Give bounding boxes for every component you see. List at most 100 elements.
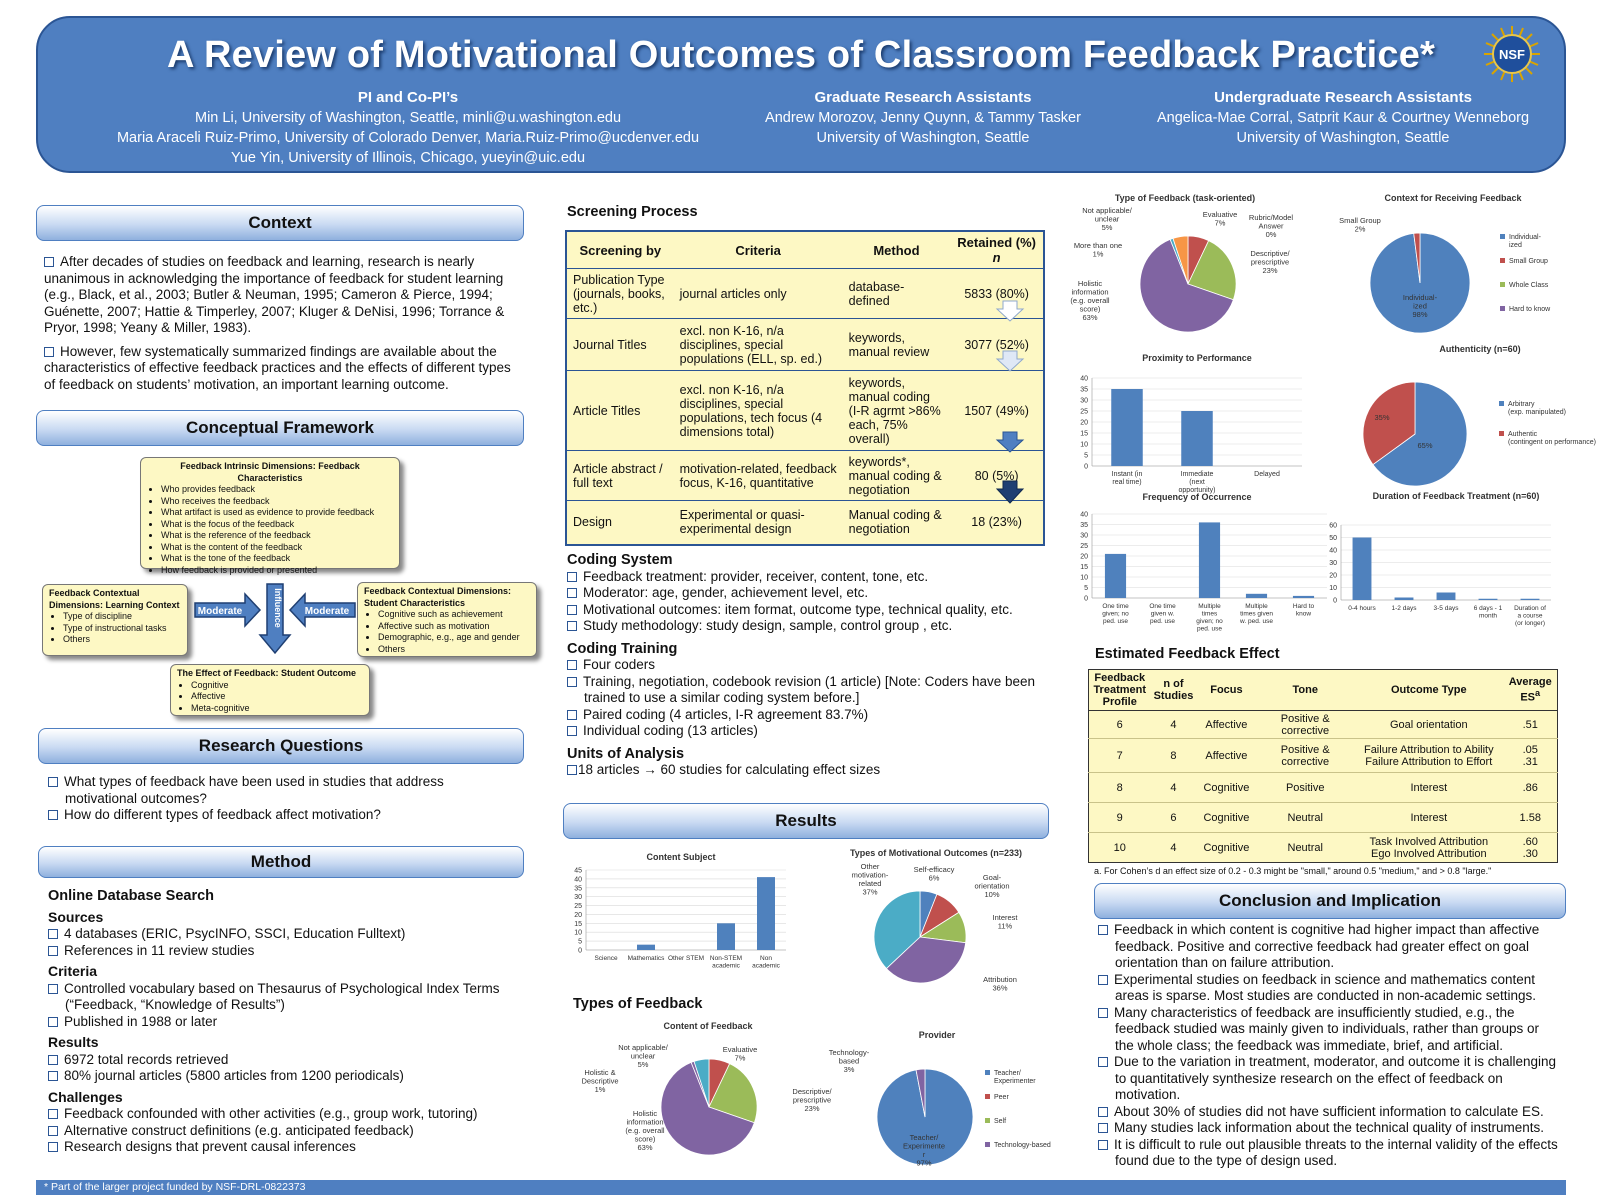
list-item: Meta-cognitive — [191, 703, 363, 715]
learning-context-box: Feedback Contextual Dimensions: Learning… — [42, 584, 188, 656]
list-item: Motivational outcomes: item format, outc… — [583, 601, 1013, 617]
checkbox-bullet-icon — [48, 929, 58, 939]
checkbox-bullet-icon — [48, 983, 58, 994]
table-cell: 9 — [1116, 811, 1123, 824]
checkbox-bullet-icon — [48, 1125, 58, 1136]
table-row: 8 4 Cognitive Positive Interest .86 — [1088, 773, 1558, 803]
text-line: Mathematics — [628, 955, 666, 962]
text-line: Type of Feedback (task-oriented) — [1115, 193, 1255, 203]
list-item: Experimental studies on feedback in scie… — [1114, 971, 1536, 1004]
y-tick-label: 20 — [1080, 420, 1088, 427]
pie-slice — [1362, 381, 1416, 466]
pie-slice — [1187, 240, 1237, 301]
text-line: prescriptive — [1251, 258, 1289, 267]
table-cell: Positive & corrective — [1280, 712, 1330, 737]
text-line: Content Subject — [647, 852, 716, 862]
table-cell: keywords, manual coding (I-R agrmt >86% … — [848, 375, 941, 446]
checkbox-bullet-icon — [48, 1109, 58, 1119]
screening-table: Screening by Criteria Method Retained (%… — [565, 230, 1045, 546]
text-line: More than one — [1074, 241, 1122, 250]
text-line: 5% — [1102, 223, 1113, 232]
y-tick-label: 0 — [1084, 596, 1088, 603]
bar — [1198, 522, 1221, 598]
table-header: Feedback Treatment Profile — [1088, 669, 1151, 711]
list-item: Many studies lack information about the … — [1114, 1120, 1544, 1135]
table-header: Focus — [1196, 669, 1257, 711]
text-line: Technology-based — [994, 1142, 1051, 1149]
checkbox-bullet-icon — [48, 810, 58, 820]
chart-title: Content of Feedback — [663, 1021, 753, 1031]
table-cell: 6 — [1170, 811, 1177, 824]
pie-label: Holistic information (e.g. overall score) 63… — [625, 1109, 665, 1152]
down-arrow-icon — [995, 300, 1025, 322]
table-cell: Positive & corrective — [1280, 743, 1330, 768]
chart-title: Context for Receiving Feedback — [1384, 193, 1522, 203]
text-line: academic — [752, 963, 781, 970]
y-tick-label: 35 — [574, 885, 582, 892]
text-line: 30 — [1329, 560, 1337, 567]
pie-label: Individual-ized 98% — [1403, 293, 1438, 319]
text-line: 23% — [1262, 266, 1277, 275]
text-line: 45 — [574, 868, 582, 875]
text-line: 35 — [1080, 522, 1088, 529]
table-cell: database-defined — [848, 279, 905, 308]
list-item: Who provides feedback — [161, 484, 393, 496]
list-item: References in 11 review studies — [64, 942, 255, 958]
text-line: 23% — [804, 1104, 819, 1113]
table-header: Method — [873, 242, 920, 258]
bar — [1394, 597, 1414, 600]
text-line: times given — [1240, 611, 1273, 618]
legend-label: Self — [994, 1118, 1006, 1125]
bar — [1520, 598, 1540, 600]
pie-label: Not applicable/unclear 5% — [1082, 206, 1133, 232]
challenges-heading: Challenges — [48, 1088, 123, 1105]
checkbox-bullet-icon — [48, 777, 58, 787]
text-line: 0 — [1084, 464, 1088, 471]
text-line: r — [923, 1150, 926, 1159]
effect-heading: Estimated Feedback Effect — [1095, 646, 1280, 662]
pi-line: Yue Yin, University of Illinois, Chicago… — [230, 150, 586, 166]
x-tick-label: Multiple times given; no ped. use — [1196, 603, 1223, 633]
y-tick-label: 25 — [1080, 409, 1088, 416]
table-cell: 18 (23%) — [971, 515, 1022, 530]
text-line: Holistic & — [584, 1068, 615, 1077]
legend-label: Individual-ized — [1509, 234, 1542, 249]
text-line: 1-2 days — [1392, 605, 1418, 612]
text-line: 0 — [1084, 596, 1088, 603]
text-line: 10 — [574, 930, 582, 937]
text-line: 37% — [862, 888, 877, 897]
legend-swatch — [1500, 234, 1505, 239]
context-paragraph: After decades of studies on feedback and… — [44, 254, 505, 335]
text-line: 40 — [1080, 512, 1088, 519]
pie-label: Self-efficacy 6% — [914, 865, 955, 883]
legend-swatch — [1500, 306, 1505, 311]
text-line: given; no — [1102, 611, 1129, 618]
chart-title: Proximity to Performance — [1142, 353, 1252, 363]
list-item: Due to the variation in treatment, moder… — [1114, 1054, 1556, 1102]
text-line: Experimenter — [994, 1078, 1036, 1085]
text-line: information — [1071, 288, 1108, 297]
checkbox-bullet-icon — [1098, 1123, 1108, 1133]
legend-swatch — [1499, 401, 1504, 406]
list-item: It is difficult to rule out plausible th… — [1114, 1136, 1558, 1169]
legend-swatch — [985, 1142, 990, 1147]
pie-label: Other motivation-related 37% — [852, 862, 889, 897]
table-cell: Affective — [1205, 718, 1248, 731]
legend-swatch — [985, 1118, 990, 1123]
text-line: 15 — [574, 921, 582, 928]
pie-label: Descriptive/prescriptive 23% — [792, 1087, 832, 1113]
text-line: Individual- — [1509, 234, 1542, 241]
text-line: 25 — [574, 903, 582, 910]
text-line: a course — [1518, 613, 1543, 620]
list-item: Study methodology: study design, sample,… — [583, 618, 953, 633]
table-cell: 10 — [1113, 841, 1126, 854]
list-item: Cognitive such as achievement — [378, 609, 530, 621]
list-item: Paired coding (4 articles, I-R agreement… — [583, 706, 869, 722]
text-line: 35 — [574, 885, 582, 892]
checkbox-bullet-icon — [1098, 1007, 1108, 1018]
pie-slice — [660, 1061, 755, 1156]
text-line: Non — [760, 955, 772, 962]
pi-line: Maria Araceli Ruiz-Primo, University of … — [116, 130, 700, 146]
list-item: What is the focus of the feedback — [161, 519, 393, 531]
